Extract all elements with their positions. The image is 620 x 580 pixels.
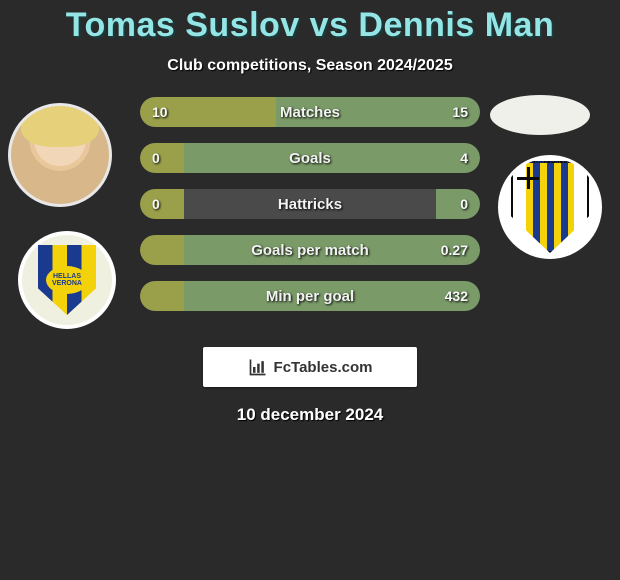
fctables-badge[interactable]: FcTables.com — [203, 347, 417, 387]
stat-value-right: 432 — [445, 281, 468, 311]
stat-value-left: 10 — [152, 97, 168, 127]
stat-row: Min per goal432 — [140, 281, 480, 311]
comparison-area: HELLASVERONA Matches1015Goals04Hattricks… — [0, 103, 620, 343]
player-right-photo — [490, 95, 590, 135]
page-title: Tomas Suslov vs Dennis Man — [0, 0, 620, 45]
stat-row: Hattricks0 0 — [140, 189, 480, 219]
stat-label: Matches — [140, 97, 480, 127]
stat-value-right: 0.27 — [441, 235, 468, 265]
stat-label: Hattricks — [140, 189, 480, 219]
parma-crest — [511, 161, 589, 253]
stat-row: Goals0 4 — [140, 143, 480, 173]
stat-label: Min per goal — [140, 281, 480, 311]
stat-label: Goals — [140, 143, 480, 173]
hellas-verona-crest: HELLASVERONA — [38, 245, 96, 315]
player-left-photo — [8, 103, 112, 207]
stat-row: Goals per match0.27 — [140, 235, 480, 265]
stat-value-right: 15 — [452, 97, 468, 127]
stat-value-left: 0 — [152, 143, 160, 173]
club-badge-right — [498, 155, 602, 259]
stat-label: Goals per match — [140, 235, 480, 265]
stat-value-right: 0 — [460, 189, 468, 219]
fctables-label: FcTables.com — [274, 359, 373, 376]
stat-value-right: 4 — [460, 143, 468, 173]
stats-list: Matches1015Goals04Hattricks00Goals per m… — [140, 97, 480, 327]
chart-icon — [248, 357, 268, 377]
subtitle: Club competitions, Season 2024/2025 — [0, 57, 620, 75]
club-badge-left: HELLASVERONA — [18, 231, 116, 329]
date-text: 10 december 2024 — [0, 405, 620, 425]
stat-row: Matches10 15 — [140, 97, 480, 127]
stat-value-left: 0 — [152, 189, 160, 219]
